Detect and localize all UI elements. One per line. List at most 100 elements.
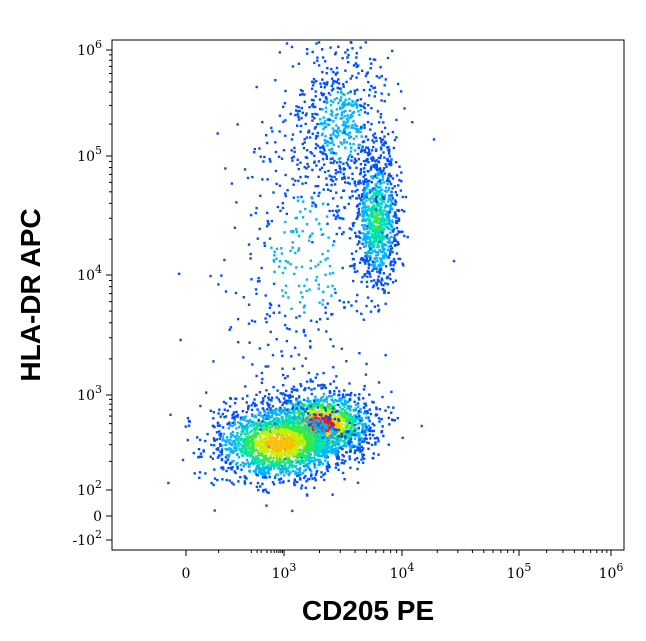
data-point	[296, 425, 299, 428]
data-point	[269, 434, 272, 437]
data-point	[296, 480, 299, 484]
data-point	[380, 257, 384, 260]
data-point	[375, 182, 378, 186]
data-point	[384, 243, 388, 247]
data-point	[276, 456, 280, 459]
data-point	[353, 264, 356, 267]
data-point	[393, 185, 396, 188]
data-point	[257, 443, 260, 447]
data-point	[363, 107, 366, 110]
data-point	[323, 454, 326, 457]
data-point	[366, 152, 369, 155]
data-point	[378, 171, 381, 175]
data-point	[291, 407, 294, 410]
data-point	[219, 434, 222, 438]
data-point	[233, 420, 236, 424]
data-point	[320, 442, 323, 445]
data-point	[362, 457, 366, 460]
data-point	[284, 442, 287, 445]
data-point	[304, 424, 308, 428]
data-point	[237, 437, 241, 440]
data-point	[352, 126, 355, 129]
data-point	[304, 486, 307, 489]
data-point	[271, 459, 274, 462]
data-point	[321, 303, 324, 306]
data-point	[302, 398, 306, 402]
data-point	[199, 438, 202, 442]
data-point	[249, 447, 252, 451]
data-point	[275, 443, 278, 446]
data-point	[356, 270, 359, 273]
data-point	[265, 471, 268, 474]
data-point	[368, 272, 371, 276]
data-point	[257, 413, 260, 416]
data-point	[314, 125, 317, 129]
data-point	[248, 439, 251, 443]
data-point	[232, 449, 236, 453]
data-point	[268, 457, 272, 460]
data-point	[300, 458, 303, 461]
data-point	[348, 457, 351, 461]
data-point	[323, 478, 326, 482]
data-point	[379, 263, 382, 266]
data-point	[340, 423, 343, 427]
data-point	[275, 247, 279, 251]
data-point	[258, 448, 262, 451]
data-point	[278, 400, 282, 403]
data-point	[366, 71, 369, 74]
data-point	[342, 120, 345, 123]
data-point	[337, 102, 340, 105]
data-point	[294, 432, 297, 436]
data-point	[339, 417, 343, 420]
data-point	[371, 201, 374, 204]
data-point	[360, 458, 363, 461]
data-point	[303, 141, 306, 144]
data-point	[362, 182, 365, 186]
data-point	[265, 504, 268, 507]
data-point	[263, 467, 266, 470]
data-point	[315, 404, 318, 407]
data-point	[383, 236, 386, 240]
data-point	[300, 421, 304, 424]
data-point	[329, 161, 332, 164]
data-point	[318, 423, 322, 427]
data-point	[280, 409, 283, 412]
data-point	[356, 402, 360, 405]
data-point	[332, 450, 336, 454]
data-point	[380, 171, 383, 174]
data-point	[308, 427, 311, 430]
data-point	[288, 393, 292, 397]
data-point	[364, 404, 368, 407]
data-point	[383, 209, 387, 212]
data-point	[258, 147, 261, 150]
data-point	[248, 341, 251, 344]
data-point	[315, 436, 319, 439]
data-point	[303, 435, 306, 438]
data-point	[284, 412, 287, 415]
data-point	[368, 207, 371, 211]
data-point	[287, 436, 291, 439]
data-point	[351, 74, 354, 78]
data-point	[314, 105, 317, 109]
data-point	[259, 439, 262, 443]
data-point	[401, 262, 404, 265]
data-point	[255, 448, 258, 451]
data-point	[310, 474, 313, 478]
data-point	[353, 400, 356, 403]
data-point	[340, 432, 343, 436]
data-point	[262, 399, 265, 403]
data-point	[313, 454, 316, 457]
data-point	[295, 397, 298, 400]
data-point	[334, 440, 337, 443]
data-point	[246, 394, 249, 398]
data-point	[347, 54, 350, 57]
data-point	[351, 194, 354, 198]
data-point	[363, 193, 367, 197]
data-point	[338, 405, 342, 409]
data-point	[351, 433, 354, 436]
data-point	[253, 404, 257, 408]
data-point	[383, 289, 386, 292]
data-point	[369, 240, 373, 244]
data-point	[231, 430, 235, 434]
data-point	[337, 134, 340, 137]
